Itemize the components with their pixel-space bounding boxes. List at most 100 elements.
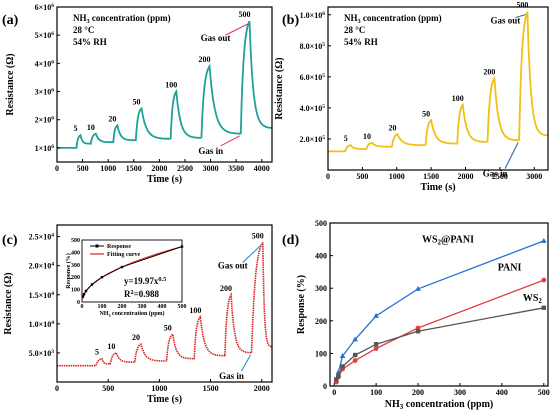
inset-x-tick-label: 100 [98, 304, 107, 310]
y-tick-label: 4.0×105 [300, 104, 326, 113]
data-point [373, 346, 379, 351]
info-humidity: 54% RH [344, 37, 378, 47]
concentration-label: 200 [220, 284, 232, 293]
inset-y-tick-label: 200 [71, 275, 80, 281]
y-tick-label: 5.0×103 [29, 349, 55, 358]
response-point [120, 265, 124, 269]
x-tick-label: 300 [454, 388, 466, 397]
x-axis-label: Time (s) [420, 182, 455, 193]
gas-out-label: Gas out [490, 16, 520, 26]
x-tick-label: 400 [496, 388, 508, 397]
response-point [180, 245, 184, 248]
plot-frame [329, 222, 549, 387]
inset-x-tick-label: 400 [158, 304, 167, 310]
concentration-label: 200 [199, 55, 211, 64]
concentration-label: 500 [252, 231, 264, 240]
info-temperature: 28 °C [344, 25, 365, 35]
gas-in-arrow [504, 142, 519, 169]
data-point [541, 305, 547, 310]
data-point [373, 342, 379, 347]
series-ws2: WS2 [334, 293, 547, 382]
y-tick-label: 1.0×104 [29, 320, 55, 329]
response-point [82, 292, 86, 296]
gas-out-label: Gas out [218, 260, 248, 270]
x-axis-label: NH3 concentration (ppm) [385, 399, 494, 411]
data-point [541, 237, 547, 243]
x-tick-label: 500 [102, 384, 114, 393]
concentration-label: 50 [164, 323, 172, 332]
x-tick-label: 0 [326, 172, 330, 181]
x-tick-label: 2500 [492, 172, 508, 181]
x-tick-label: 1500 [203, 384, 219, 393]
data-point [415, 285, 421, 291]
data-point [352, 352, 358, 358]
x-tick-label: 1500 [423, 172, 439, 181]
concentration-label: 500 [516, 1, 528, 10]
data-point [541, 277, 547, 283]
concentration-label: 20 [388, 123, 396, 132]
series-line [335, 307, 544, 380]
y-axis-label: Response (%) [296, 275, 307, 334]
x-tick-label: 2000 [458, 172, 474, 181]
panel-label-b: (b) [282, 13, 299, 28]
inset-y-tick-label: 400 [71, 250, 80, 256]
inset-x-axis-label: NH3 concentration (ppm) [99, 310, 164, 318]
inset-y-tick-label: 0 [77, 300, 80, 306]
inset-x-tick-label: 500 [178, 304, 187, 310]
inset-y-tick-label: 100 [71, 288, 80, 294]
concentration-label: 100 [165, 81, 177, 90]
x-tick-label: 2500 [177, 164, 193, 173]
panel-b: 0 500 1000 1500 2000 2500 3000 2.0×105 4.0×105 6.… [274, 1, 549, 193]
panel-a: 0 500 1000 1500 2000 2500 3000 3500 4000 1×106 2×1… [5, 3, 273, 185]
gas-in-arrow [241, 354, 252, 372]
x-tick-label: 1000 [151, 384, 167, 393]
y-axis-label: Resistance (Ω) [3, 272, 14, 334]
gas-in-label: Gas in [198, 146, 223, 156]
concentration-label: 10 [87, 123, 95, 132]
series-line [335, 279, 545, 383]
panel-label-d: (d) [282, 233, 299, 248]
response-point [81, 295, 85, 298]
concentration-label: 50 [422, 109, 430, 118]
x-tick-label: 2000 [254, 384, 270, 393]
x-tick-label: 500 [77, 164, 89, 173]
x-tick-label: 1000 [100, 164, 116, 173]
response-point [100, 276, 104, 279]
x-tick-label: 100 [370, 388, 382, 397]
y-tick-label: 400 [315, 252, 327, 261]
data-point [339, 353, 346, 359]
response-curve [57, 20, 273, 149]
x-tick-label: 0 [55, 164, 59, 173]
y-tick-label: 100 [315, 349, 327, 358]
data-point [373, 312, 379, 318]
concentration-label: 5 [344, 134, 348, 143]
concentration-label: 100 [189, 306, 201, 315]
y-tick-label: 1×106 [35, 144, 55, 153]
concentration-label: 500 [238, 10, 250, 19]
y-tick-label: 6×106 [35, 3, 55, 12]
y-tick-label: 300 [315, 284, 327, 293]
series-label: WS2 [523, 293, 543, 305]
x-tick-label: 3000 [526, 172, 542, 181]
concentration-label: 20 [108, 114, 116, 123]
x-tick-label: 4000 [254, 164, 270, 173]
y-tick-label: 2×106 [35, 116, 55, 125]
inset-frame [81, 239, 183, 303]
panel-label-c: (c) [2, 233, 18, 248]
x-tick-label: 3500 [228, 164, 244, 173]
y-tick-label: 2.5×104 [29, 233, 55, 242]
info-concentration-unit: NH3 concentration (ppm) [73, 13, 171, 25]
y-axis-label: Resistance (Ω) [5, 53, 16, 115]
info-temperature: 28 °C [73, 25, 94, 35]
fit-r-squared: R2=0.988 [124, 289, 160, 299]
response-curve [328, 11, 549, 153]
data-point [352, 358, 358, 363]
series-label: WS2@PANI [422, 235, 474, 247]
panel-c: 0 500 1000 1500 20005.0×1031.0×1041.5×1042.0… [3, 224, 273, 405]
y-tick-label: 4×106 [35, 59, 55, 68]
y-tick-label: 5×106 [35, 31, 55, 40]
x-tick-label: 200 [412, 388, 424, 397]
x-axis-label: Time (s) [147, 394, 182, 405]
legend-response-label: Response [107, 244, 131, 250]
